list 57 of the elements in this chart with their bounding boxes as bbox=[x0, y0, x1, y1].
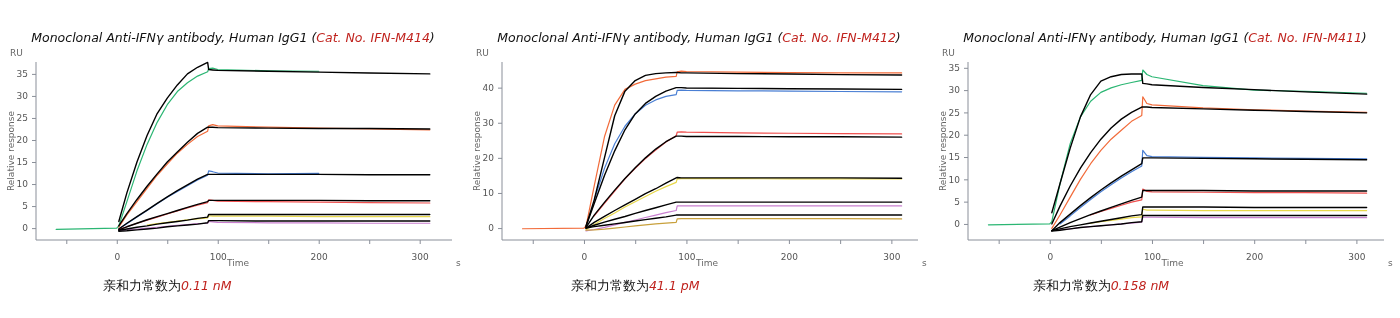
x-axis-title: Time bbox=[225, 258, 250, 268]
y-tick-label: 15 bbox=[948, 152, 960, 163]
y-axis-title: Relative response bbox=[938, 110, 948, 192]
chart-subtitle: (Cat. No. IFN-M412) bbox=[773, 30, 901, 45]
text: 亲和力常数为 bbox=[1032, 278, 1111, 293]
y-tick-label: 20 bbox=[16, 135, 29, 146]
y-tick-label: 25 bbox=[948, 107, 960, 118]
chart-title: Monoclonal Anti-IFNγ antibody, Human IgG1 bbox=[497, 30, 774, 45]
chart-subtitle: (Cat. No. IFN-M414) bbox=[307, 30, 435, 45]
y-tick-label: 0 bbox=[954, 219, 961, 230]
y-tick-label: 35 bbox=[948, 63, 960, 74]
x-tick-label: 200 bbox=[310, 252, 329, 263]
text: 0.11 nM bbox=[181, 278, 232, 293]
x-tick-label: 0 bbox=[1047, 252, 1054, 263]
x-tick-label: 100 bbox=[209, 252, 228, 263]
text: RU bbox=[476, 48, 489, 58]
x-tick-label: 200 bbox=[780, 252, 799, 263]
text: 亲和力常数为 bbox=[570, 278, 649, 293]
text: 0.158 nM bbox=[1110, 278, 1170, 293]
y-tick-label: 10 bbox=[16, 179, 29, 190]
y-tick-label: 10 bbox=[482, 188, 495, 199]
x-tick-label: 100 bbox=[678, 252, 696, 263]
text: RU bbox=[10, 48, 23, 58]
chart-title: Monoclonal Anti-IFNγ antibody, Human IgG1 bbox=[31, 30, 308, 45]
y-tick-label: 0 bbox=[22, 223, 29, 234]
x-tick-label: 100 bbox=[1143, 252, 1162, 263]
x-tick-label: 0 bbox=[581, 252, 588, 263]
text: s bbox=[922, 258, 927, 268]
y-tick-label: 5 bbox=[22, 201, 28, 212]
x-tick-label: 0 bbox=[114, 252, 121, 263]
y-tick-label: 25 bbox=[16, 113, 28, 124]
chart-title: Monoclonal Anti-IFNγ antibody, Human IgG1 bbox=[963, 30, 1240, 45]
text: 41.1 pM bbox=[648, 278, 700, 293]
y-tick-label: 10 bbox=[948, 174, 961, 185]
y-tick-label: 15 bbox=[16, 157, 28, 168]
x-tick-label: 300 bbox=[411, 252, 430, 263]
y-tick-label: 35 bbox=[16, 69, 28, 80]
text: s bbox=[1388, 258, 1393, 268]
y-tick-label: 0 bbox=[488, 223, 495, 234]
text: RU bbox=[942, 48, 955, 58]
y-tick-label: 30 bbox=[948, 85, 961, 96]
text: 亲和力常数为 bbox=[103, 278, 181, 293]
x-axis-title: Time bbox=[694, 258, 719, 268]
x-tick-label: 300 bbox=[883, 252, 901, 263]
y-tick-label: 20 bbox=[482, 153, 495, 164]
y-tick-label: 30 bbox=[482, 118, 495, 129]
y-tick-label: 40 bbox=[482, 83, 495, 94]
x-tick-label: 200 bbox=[1246, 252, 1264, 263]
x-tick-label: 300 bbox=[1348, 252, 1366, 263]
y-tick-label: 30 bbox=[16, 91, 29, 102]
x-axis-title: Time bbox=[1160, 258, 1184, 268]
y-tick-label: 20 bbox=[948, 130, 961, 141]
y-axis-title: Relative response bbox=[472, 110, 482, 192]
y-tick-label: 5 bbox=[954, 197, 960, 208]
y-axis-title: Relative response bbox=[6, 110, 16, 192]
text: s bbox=[456, 258, 461, 268]
chart-subtitle: (Cat. No. IFN-M411) bbox=[1239, 30, 1367, 45]
